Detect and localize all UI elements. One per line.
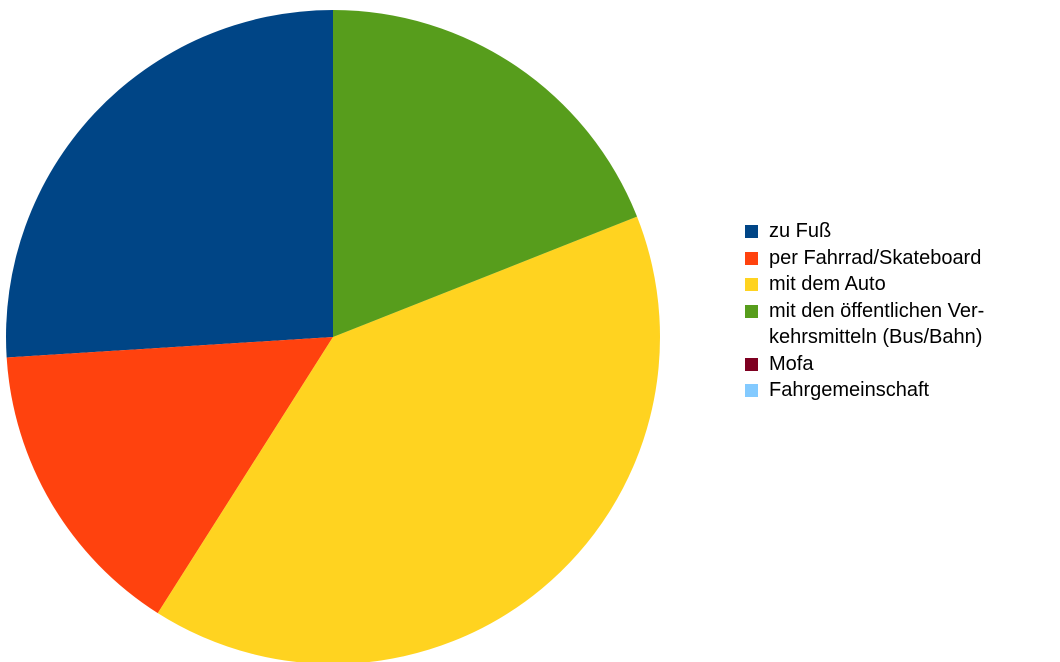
pie-slice-2 (6, 337, 334, 614)
pie-slice-1 (6, 10, 333, 358)
legend-item: Mofa (745, 351, 1055, 378)
legend-item: zu Fuß (745, 218, 1055, 245)
legend-label: Fahrgemeinschaft (769, 379, 930, 401)
legend-label: zu Fuß (769, 220, 832, 242)
legend-swatch (745, 278, 758, 291)
legend-item: per Fahrrad/Skateboard (745, 245, 1055, 272)
legend: zu Fuß per Fahrrad/Skateboard mit dem Auto… (745, 218, 1055, 404)
legend-label: mit dem Auto (769, 273, 886, 295)
pie-slice-3 (157, 216, 660, 662)
legend-swatch (745, 384, 758, 397)
legend-swatch (745, 357, 758, 371)
legend-label: per Fahrrad/Skateboard (769, 246, 982, 269)
legend-label: mit den öffentlichen Ver-kehrsmitteln (B… (769, 299, 985, 349)
legend-label: Mofa (769, 352, 814, 375)
pie-slice-4 (333, 10, 638, 337)
legend-item: mit dem Auto (745, 271, 1055, 298)
legend-swatch (745, 251, 758, 265)
legend-swatch (745, 304, 758, 318)
legend-item: Fahrgemeinschaft (745, 377, 1055, 404)
legend-item: mit den öffentlichen Ver-kehrsmitteln (B… (745, 298, 1055, 351)
legend-swatch (745, 225, 758, 238)
